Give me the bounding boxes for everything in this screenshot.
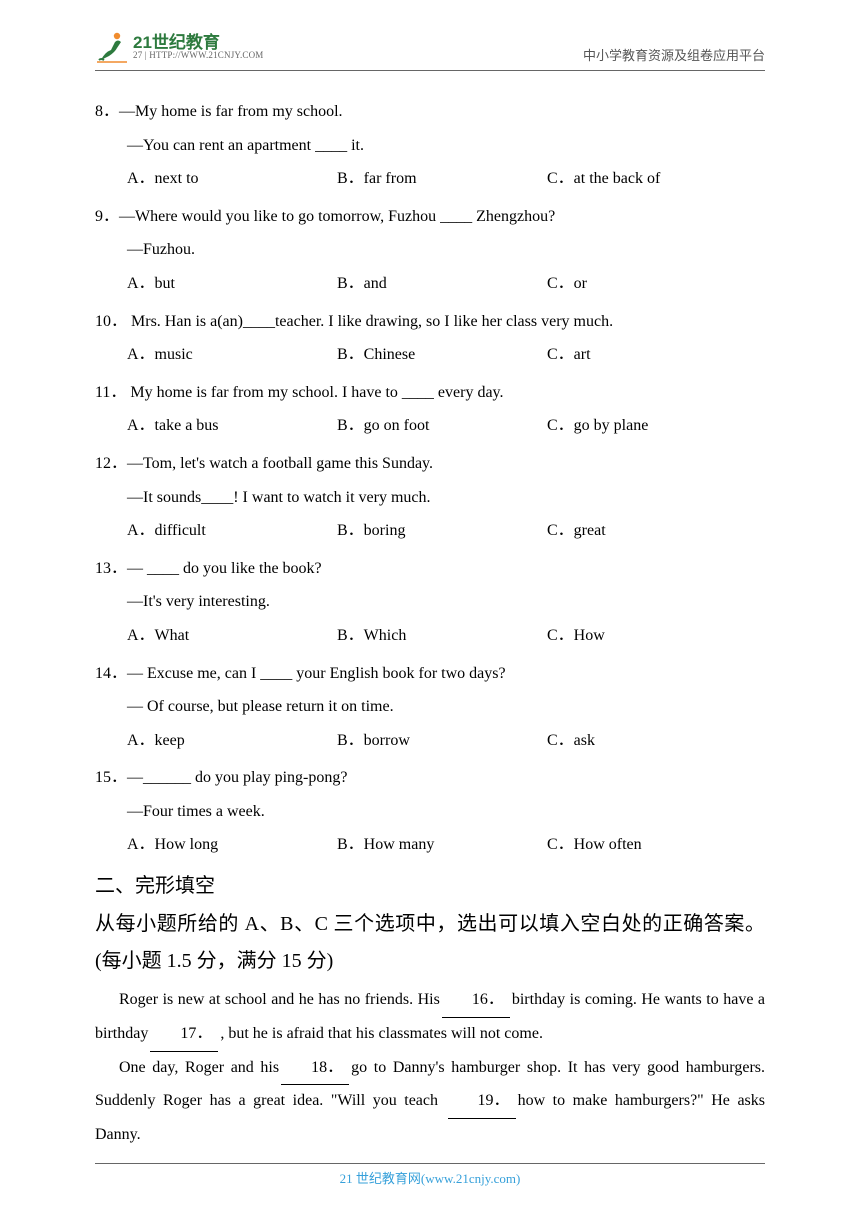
q-text: — Of course, but please return it on tim… xyxy=(95,690,765,724)
option-c: C．How xyxy=(547,619,757,653)
options: A．difficult B．boring C．great xyxy=(95,514,765,548)
blank-17: 17． xyxy=(150,1018,218,1052)
options: A．music B．Chinese C．art xyxy=(95,338,765,372)
runner-icon xyxy=(95,30,129,64)
q-text: —Fuzhou. xyxy=(95,233,765,267)
q-text: —Tom, let's watch a football game this S… xyxy=(127,455,433,472)
q-num: 14． xyxy=(95,665,127,682)
cloze-passage: Roger is new at school and he has no fri… xyxy=(95,984,765,1152)
content: 8．—My home is far from my school. —You c… xyxy=(0,71,860,1152)
option-a: A．difficult xyxy=(127,514,337,548)
q-text: — Excuse me, can I ____ your English boo… xyxy=(127,665,506,682)
q-text: —It's very interesting. xyxy=(95,585,765,619)
option-a: A．How long xyxy=(127,828,337,862)
q-num: 8． xyxy=(95,103,119,120)
option-b: B．and xyxy=(337,267,547,301)
question-8: 8．—My home is far from my school. —You c… xyxy=(95,95,765,196)
options: A．but B．and C．or xyxy=(95,267,765,301)
options: A．What B．Which C．How xyxy=(95,619,765,653)
q-text: Mrs. Han is a(an)____teacher. I like dra… xyxy=(127,313,613,330)
page-footer: 21 世纪教育网(www.21cnjy.com) xyxy=(95,1163,765,1188)
options: A．How long B．How many C．How often xyxy=(95,828,765,862)
option-b: B．boring xyxy=(337,514,547,548)
question-9: 9．—Where would you like to go tomorrow, … xyxy=(95,200,765,301)
option-b: B．Chinese xyxy=(337,338,547,372)
q-num: 13． xyxy=(95,560,127,577)
q-text: —Four times a week. xyxy=(95,795,765,829)
blank-19: 19． xyxy=(448,1085,516,1119)
q-num: 10． xyxy=(95,313,127,330)
logo-text: 21世纪教育 27 | HTTP://WWW.21CNJY.COM xyxy=(133,34,264,60)
logo-url: 27 | HTTP://WWW.21CNJY.COM xyxy=(133,51,264,60)
logo-cn: 21世纪教育 xyxy=(133,34,264,51)
option-c: C．at the back of xyxy=(547,162,757,196)
q-text: —Where would you like to go tomorrow, Fu… xyxy=(119,208,555,225)
option-a: A．keep xyxy=(127,724,337,758)
option-c: C．How often xyxy=(547,828,757,862)
footer-text: 21 世纪教育网(www.21cnjy.com) xyxy=(340,1171,521,1186)
blank-16: 16． xyxy=(442,984,510,1018)
option-c: C．great xyxy=(547,514,757,548)
blank-18: 18． xyxy=(281,1052,349,1086)
option-c: C．go by plane xyxy=(547,409,757,443)
question-12: 12．—Tom, let's watch a football game thi… xyxy=(95,447,765,548)
q-text: —You can rent an apartment ____ it. xyxy=(95,129,765,163)
q-text: — ____ do you like the book? xyxy=(127,560,322,577)
page-header: 21世纪教育 27 | HTTP://WWW.21CNJY.COM 中小学教育资… xyxy=(0,0,860,71)
options: A．keep B．borrow C．ask xyxy=(95,724,765,758)
section-2-desc: 从每小题所给的 A、B、C 三个选项中，选出可以填入空白处的正确答案。(每小题 … xyxy=(95,906,765,980)
option-c: C．or xyxy=(547,267,757,301)
option-b: B．Which xyxy=(337,619,547,653)
q-num: 11． xyxy=(95,384,126,401)
header-inner: 21世纪教育 27 | HTTP://WWW.21CNJY.COM 中小学教育资… xyxy=(95,30,765,71)
question-13: 13．— ____ do you like the book? —It's ve… xyxy=(95,552,765,653)
question-14: 14．— Excuse me, can I ____ your English … xyxy=(95,657,765,758)
option-b: B．go on foot xyxy=(337,409,547,443)
option-a: A．take a bus xyxy=(127,409,337,443)
options: A．take a bus B．go on foot C．go by plane xyxy=(95,409,765,443)
passage-text: , but he is afraid that his classmates w… xyxy=(220,1025,543,1042)
option-a: A．music xyxy=(127,338,337,372)
passage-text: Roger is new at school and he has no fri… xyxy=(119,991,440,1008)
passage-text: One day, Roger and his xyxy=(119,1059,279,1076)
q-text: —My home is far from my school. xyxy=(119,103,343,120)
q-num: 9． xyxy=(95,208,119,225)
option-b: B．far from xyxy=(337,162,547,196)
option-a: A．but xyxy=(127,267,337,301)
option-b: B．How many xyxy=(337,828,547,862)
q-num: 12． xyxy=(95,455,127,472)
option-a: A．next to xyxy=(127,162,337,196)
logo: 21世纪教育 27 | HTTP://WWW.21CNJY.COM xyxy=(95,30,264,64)
section-2-title: 二、完形填空 xyxy=(95,866,765,906)
option-a: A．What xyxy=(127,619,337,653)
question-10: 10． Mrs. Han is a(an)____teacher. I like… xyxy=(95,305,765,372)
option-b: B．borrow xyxy=(337,724,547,758)
question-11: 11． My home is far from my school. I hav… xyxy=(95,376,765,443)
q-text: —It sounds____! I want to watch it very … xyxy=(95,481,765,515)
q-text: —______ do you play ping-pong? xyxy=(127,769,347,786)
option-c: C．ask xyxy=(547,724,757,758)
q-num: 15． xyxy=(95,769,127,786)
option-c: C．art xyxy=(547,338,757,372)
options: A．next to B．far from C．at the back of xyxy=(95,162,765,196)
q-text: My home is far from my school. I have to… xyxy=(126,384,503,401)
header-right-text: 中小学教育资源及组卷应用平台 xyxy=(583,45,765,64)
question-15: 15．—______ do you play ping-pong? —Four … xyxy=(95,761,765,862)
